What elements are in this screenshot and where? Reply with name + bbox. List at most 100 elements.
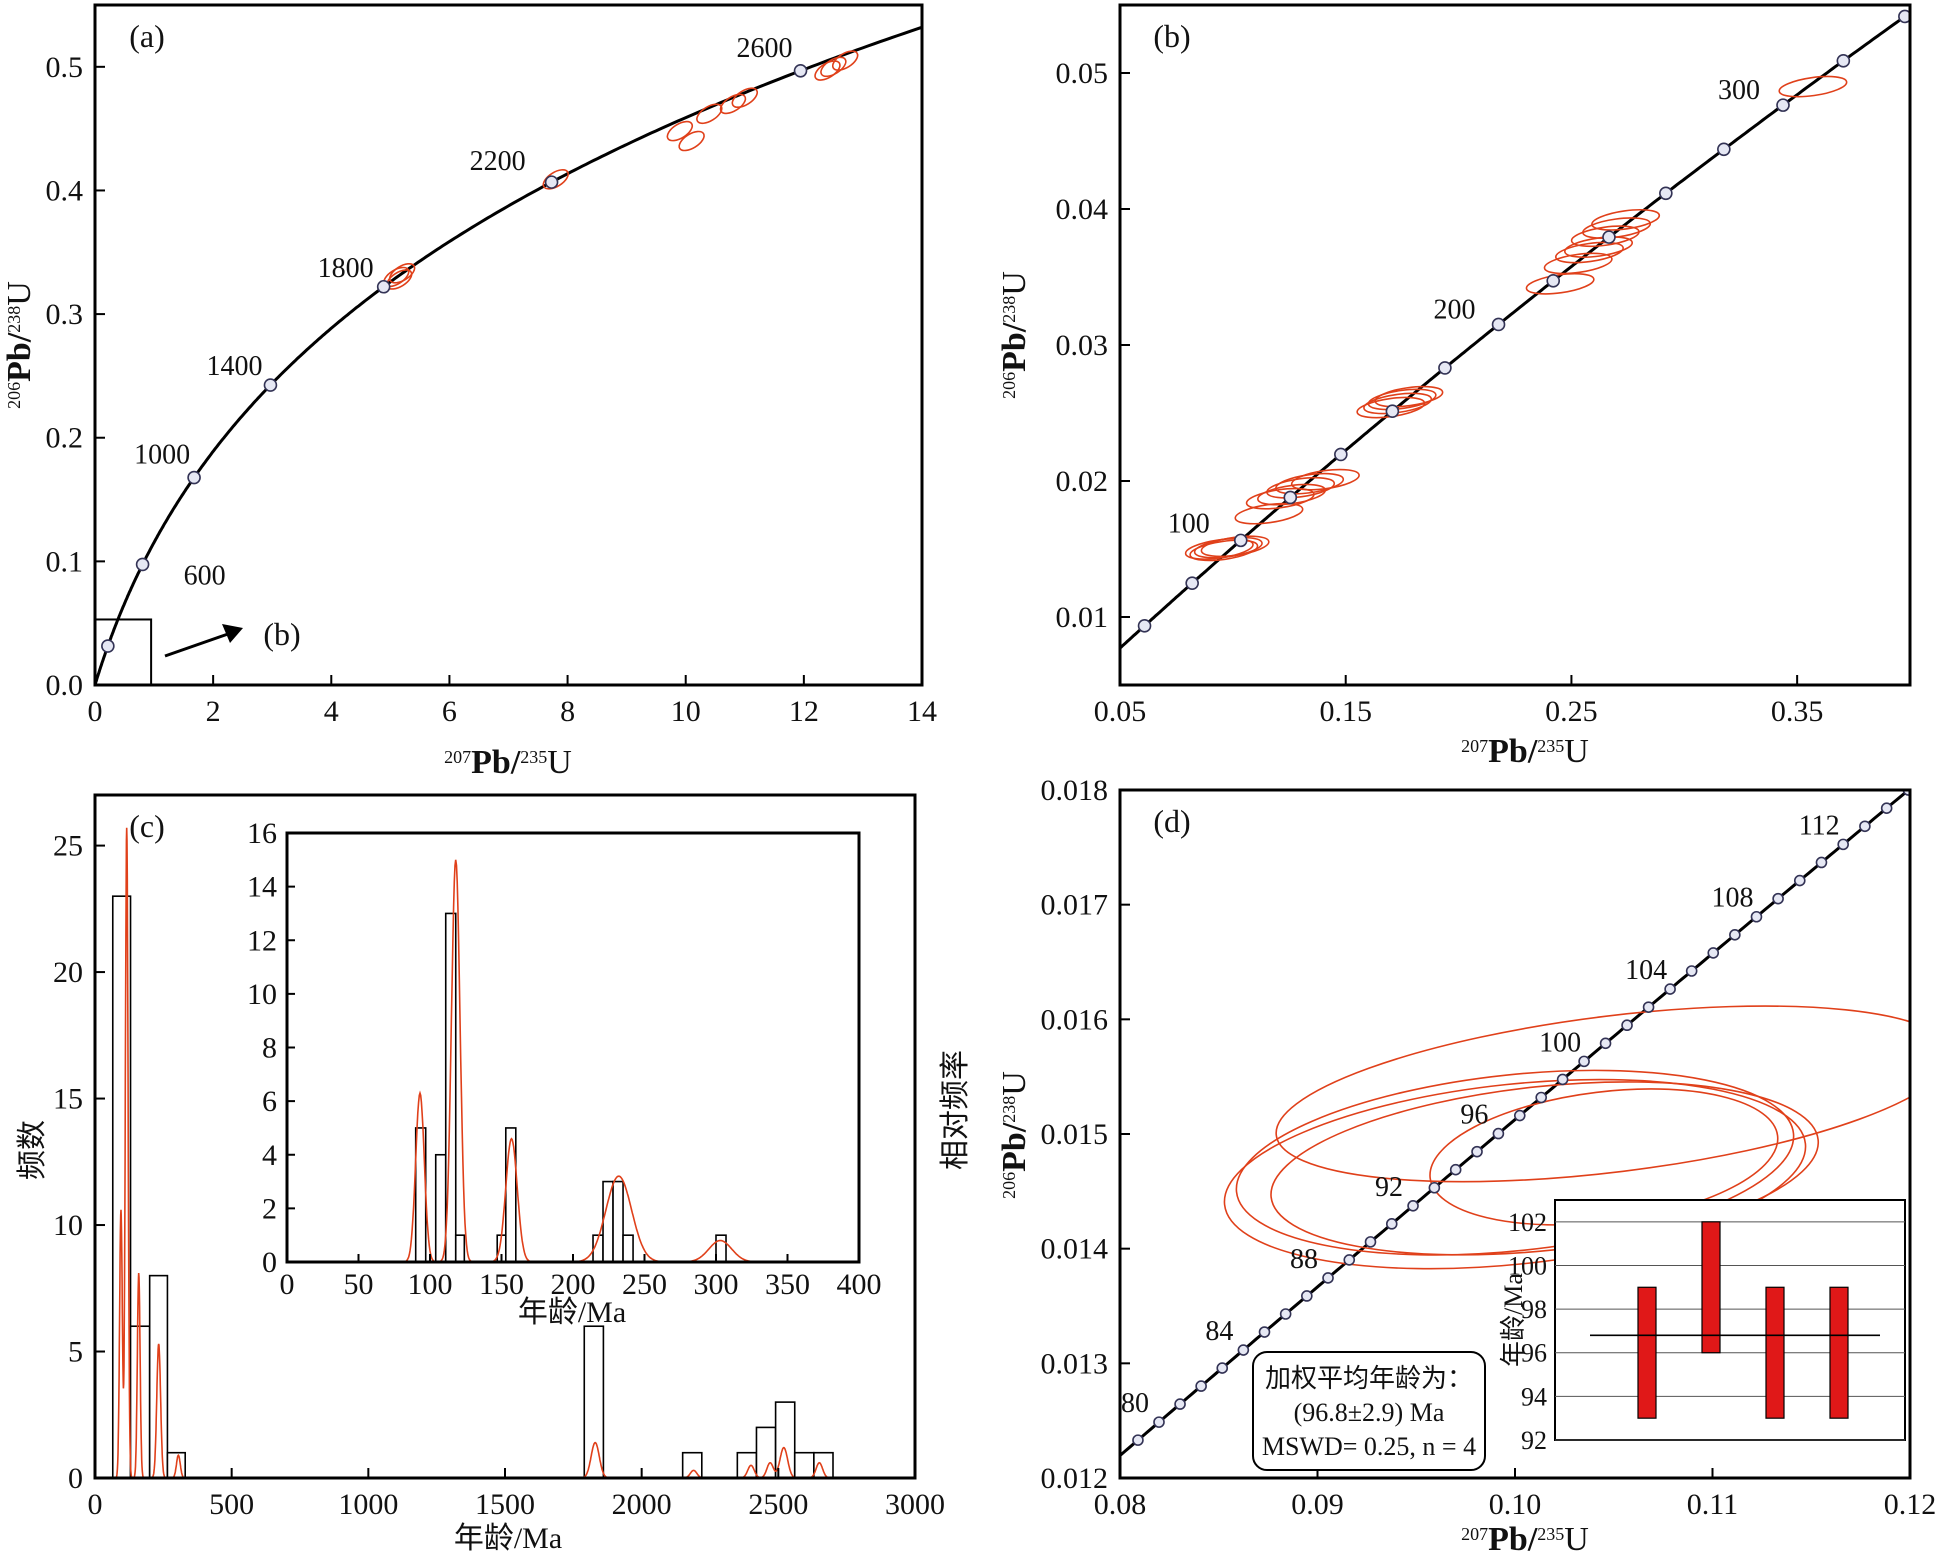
inset-histogram-bar bbox=[715, 1234, 727, 1263]
error-ellipse bbox=[1591, 208, 1661, 231]
superscript: 235 bbox=[1537, 1524, 1564, 1544]
error-ellipse bbox=[731, 87, 759, 109]
inset-x-tick-label: 100 bbox=[408, 1268, 453, 1301]
age-node bbox=[1707, 947, 1720, 959]
y-tick-label: 0.1 bbox=[46, 545, 84, 578]
concordia-age-label: 84 bbox=[1205, 1316, 1233, 1347]
x-tick-label: 6 bbox=[442, 695, 457, 728]
age-node bbox=[1599, 1037, 1612, 1050]
histogram-bar bbox=[793, 1451, 815, 1479]
arrow-head bbox=[222, 624, 243, 643]
x-tick-label: 10 bbox=[671, 695, 701, 728]
element: Pb/ bbox=[1488, 733, 1538, 770]
x-tick-label: 3000 bbox=[885, 1488, 945, 1521]
age-node bbox=[1535, 1091, 1547, 1104]
age-error-bar bbox=[1637, 1286, 1657, 1419]
error-ellipse bbox=[1270, 1081, 1820, 1256]
panel-b: 100 200 300 (b) 0.05 0.15 0.25 0.35 0.01 0.02 0.03… bbox=[996, 3, 1912, 770]
inset-y-tick-label: 100 bbox=[1508, 1251, 1547, 1280]
panel-a: 600 1000 1400 1800 2200 2600 (a) 0 2 4 6 8 10 12 14 0.0… bbox=[1, 3, 937, 781]
age-node bbox=[1195, 1380, 1207, 1392]
panel-c: 0 500 1000 1500 2000 2500 30000510152025(c)年龄/… bbox=[16, 793, 972, 1555]
age-node bbox=[1492, 1127, 1505, 1140]
superscript: 207 bbox=[1461, 736, 1488, 756]
plot-area bbox=[1120, 9, 1910, 651]
x-tick-label: 2 bbox=[206, 695, 221, 728]
age-node bbox=[135, 557, 150, 572]
y-tick-label: 0.013 bbox=[1041, 1347, 1109, 1380]
inset-x-tick-label: 150 bbox=[479, 1268, 524, 1301]
element: U bbox=[996, 1071, 1033, 1096]
inset-x-tick-label: 300 bbox=[694, 1268, 739, 1301]
age-node bbox=[1438, 361, 1452, 375]
x-tick-label: 0 bbox=[88, 695, 103, 728]
age-node bbox=[1685, 965, 1698, 977]
inset-x-tick-label: 200 bbox=[551, 1268, 596, 1301]
y-tick-label: 25 bbox=[53, 830, 83, 863]
age-error-bar bbox=[1701, 1221, 1721, 1354]
age-node bbox=[1153, 1416, 1165, 1428]
error-ellipse bbox=[1778, 75, 1848, 98]
annotation-box bbox=[1252, 1351, 1486, 1471]
age-node bbox=[1836, 54, 1851, 68]
age-node bbox=[1233, 533, 1248, 548]
concordia-age-label: 100 bbox=[1168, 508, 1210, 539]
concordia-age-label: 100 bbox=[1539, 1027, 1581, 1058]
concordia-age-label: 2600 bbox=[737, 33, 793, 64]
plot-area bbox=[1120, 767, 1935, 1458]
age-node bbox=[263, 378, 278, 392]
error-ellipse bbox=[1266, 476, 1336, 499]
age-node bbox=[1216, 1362, 1229, 1374]
age-node bbox=[544, 175, 559, 189]
plot-area bbox=[95, 25, 922, 685]
annotation-line-1: 加权平均年龄为： bbox=[1265, 1364, 1473, 1393]
inset-y-tick-label: 6 bbox=[262, 1085, 277, 1118]
concordia-age-label: 80 bbox=[1121, 1388, 1149, 1419]
age-node bbox=[1898, 9, 1910, 24]
age-node bbox=[1578, 1055, 1590, 1068]
age-node bbox=[1776, 98, 1790, 112]
inset-histogram-bar bbox=[612, 1180, 624, 1263]
annotation-line-3: MSWD= 0.25, n = 4 bbox=[1262, 1432, 1476, 1461]
error-ellipse bbox=[542, 169, 569, 190]
concordia-age-label: 88 bbox=[1290, 1244, 1318, 1275]
error-ellipse bbox=[831, 50, 859, 71]
x-tick-label: 1500 bbox=[475, 1488, 535, 1521]
age-node bbox=[1880, 802, 1893, 814]
inset-y-tick-label: 102 bbox=[1508, 1208, 1547, 1237]
panel-label: (b) bbox=[1153, 18, 1190, 54]
x-tick-label: 0.11 bbox=[1687, 1488, 1738, 1521]
age-node bbox=[1471, 1145, 1483, 1158]
x-tick-label: 500 bbox=[209, 1488, 254, 1521]
y-axis-title-left: 频数 bbox=[16, 1120, 49, 1180]
y-tick-label: 0.012 bbox=[1041, 1462, 1109, 1495]
age-node bbox=[1364, 1236, 1377, 1248]
superscript: 207 bbox=[1461, 1524, 1488, 1544]
y-axis-title: 206Pb/238U bbox=[996, 271, 1033, 399]
error-ellipse bbox=[1235, 1069, 1795, 1256]
x-tick-label: 4 bbox=[324, 695, 339, 728]
inset-y-tick-label: 92 bbox=[1521, 1426, 1547, 1455]
age-node bbox=[1449, 1163, 1462, 1176]
x-tick-label: 0.05 bbox=[1094, 695, 1147, 728]
y-tick-label: 0.03 bbox=[1056, 329, 1109, 362]
x-tick-label: 14 bbox=[907, 695, 937, 728]
superscript: 206 bbox=[4, 382, 24, 409]
error-ellipse bbox=[719, 93, 747, 115]
inset-y-tick-label: 10 bbox=[247, 978, 277, 1011]
age-node bbox=[1185, 576, 1199, 590]
plot-frame bbox=[1118, 3, 1912, 687]
element: Pb/ bbox=[996, 322, 1033, 372]
x-axis-title: 207Pb/235U bbox=[1461, 1521, 1589, 1555]
age-node bbox=[1717, 142, 1731, 157]
age-node bbox=[1925, 767, 1935, 777]
age-node bbox=[1407, 1200, 1419, 1212]
y-tick-label: 0.3 bbox=[46, 298, 84, 331]
error-ellipse bbox=[388, 262, 416, 284]
inset-background bbox=[287, 833, 859, 1262]
superscript: 238 bbox=[999, 1096, 1019, 1123]
x-tick-label: 0.10 bbox=[1489, 1488, 1542, 1521]
panel-label: (d) bbox=[1153, 803, 1190, 839]
inset-y-tick-label: 4 bbox=[262, 1139, 277, 1172]
y-tick-label: 0.05 bbox=[1056, 57, 1109, 90]
